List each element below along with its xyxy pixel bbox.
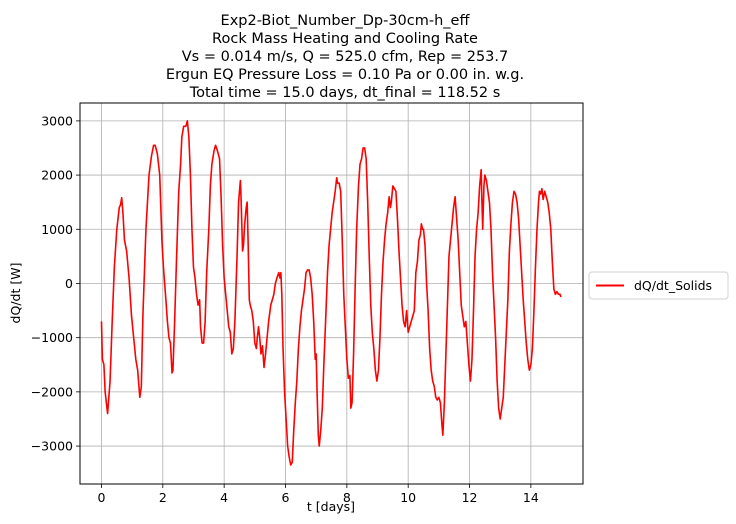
y-axis: −3000 −2000 −1000 0 1000 2000 3000	[31, 113, 80, 454]
title-line-2: Rock Mass Heating and Cooling Rate	[212, 31, 478, 47]
x-axis: 0 2 4 6 8 10 12 14	[97, 484, 539, 505]
y-tick-label: 1000	[41, 222, 73, 237]
legend: dQ/dt_Solids	[588, 271, 729, 300]
x-tick-label: 0	[97, 490, 105, 505]
x-tick-label: 4	[220, 490, 228, 505]
x-tick-label: 10	[400, 490, 416, 505]
plot-frame	[79, 102, 584, 485]
legend-label: dQ/dt_Solids	[634, 278, 712, 293]
x-tick-label: 14	[523, 490, 539, 505]
x-tick-label: 6	[282, 490, 290, 505]
y-axis-label: dQ/dt [W]	[8, 263, 23, 324]
y-tick-label: 3000	[41, 113, 73, 128]
series-layer	[100, 120, 562, 466]
title-line-1: Exp2-Biot_Number_Dp-30cm-h_eff	[221, 13, 471, 29]
series-line	[100, 120, 562, 466]
title-line-3: Vs = 0.014 m/s, Q = 525.0 cfm, Rep = 253…	[182, 49, 509, 65]
x-tick-label: 12	[462, 490, 478, 505]
title-line-5: Total time = 15.0 days, dt_final = 118.5…	[189, 85, 501, 101]
x-tick-label: 8	[343, 490, 351, 505]
x-tick-label: 2	[159, 490, 167, 505]
legend-box	[588, 271, 729, 300]
y-tick-label: −3000	[31, 439, 73, 454]
y-tick-label: −1000	[31, 330, 73, 345]
chart-title: Exp2-Biot_Number_Dp-30cm-h_eff Rock Mass…	[166, 13, 524, 101]
y-tick-label: 2000	[41, 168, 73, 183]
x-axis-label: t [days]	[307, 499, 355, 514]
title-line-4: Ergun EQ Pressure Loss = 0.10 Pa or 0.00…	[166, 67, 524, 83]
y-tick-label: 0	[65, 276, 73, 291]
grid	[80, 103, 583, 484]
y-tick-label: −2000	[31, 384, 73, 399]
